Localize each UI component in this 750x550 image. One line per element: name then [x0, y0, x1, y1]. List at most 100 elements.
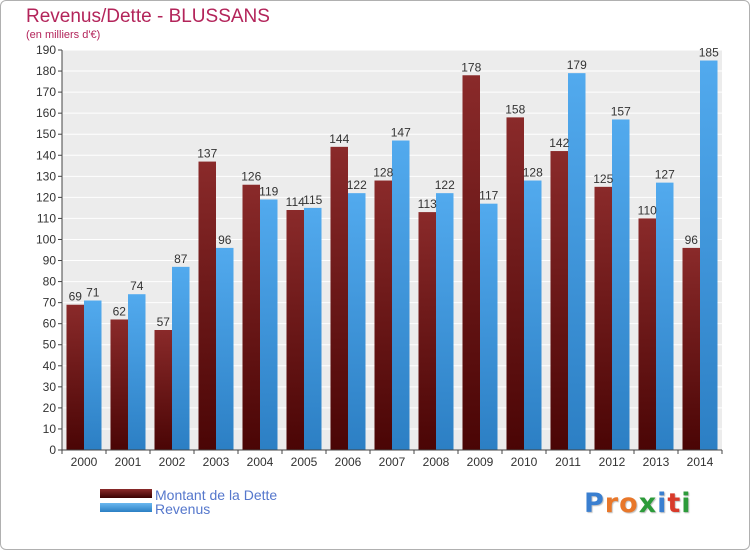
data-label: 74: [130, 279, 144, 293]
x-tick-label: 2008: [423, 455, 450, 469]
y-tick-label: 160: [36, 106, 56, 120]
x-tick-label: 2006: [335, 455, 362, 469]
y-tick-label: 130: [36, 169, 56, 183]
bar-revenus: [700, 60, 718, 451]
y-tick-label: 40: [43, 359, 57, 373]
data-label: 62: [113, 304, 127, 318]
legend-label-revenus: Revenus: [155, 501, 211, 517]
bar-revenus: [260, 199, 278, 450]
x-tick-label: 2014: [687, 455, 714, 469]
data-label: 127: [655, 168, 675, 182]
bar-revenus: [348, 193, 366, 450]
data-label: 96: [218, 233, 232, 247]
logo-letter: t: [667, 488, 682, 519]
x-tick-label: 2012: [599, 455, 626, 469]
data-label: 157: [611, 104, 631, 118]
bar-dette: [374, 180, 392, 451]
y-tick-label: 50: [43, 338, 57, 352]
logo-letter: o: [619, 488, 639, 519]
bar-revenus: [128, 294, 146, 450]
logo-letter: i: [657, 488, 668, 519]
bar-revenus: [84, 300, 102, 450]
data-label: 128: [523, 166, 543, 180]
y-tick-label: 0: [49, 443, 56, 457]
y-tick-label: 140: [36, 148, 56, 162]
y-tick-label: 170: [36, 85, 56, 99]
bar-dette: [286, 210, 304, 450]
legend-label-dette: Montant de la Dette: [155, 487, 278, 503]
data-label: 126: [241, 170, 261, 184]
bar-revenus: [524, 180, 542, 451]
bar-dette: [418, 212, 436, 450]
data-label: 69: [69, 290, 83, 304]
data-label: 57: [157, 315, 171, 329]
y-tick-label: 190: [36, 43, 56, 57]
data-label: 179: [567, 58, 587, 72]
data-label: 144: [329, 132, 349, 146]
data-label: 178: [461, 60, 481, 74]
x-tick-label: 2004: [247, 455, 274, 469]
bar-dette: [462, 75, 480, 451]
bar-revenus: [172, 266, 190, 450]
bar-revenus: [568, 73, 586, 450]
data-label: 96: [685, 233, 699, 247]
bar-revenus: [612, 119, 630, 450]
y-tick-label: 10: [43, 422, 57, 436]
logo-letter: P: [584, 488, 605, 519]
x-tick-label: 2013: [643, 455, 670, 469]
bar-dette: [506, 117, 524, 451]
bar-revenus: [436, 193, 454, 450]
logo-letter: x: [638, 488, 658, 519]
x-tick-label: 2007: [379, 455, 406, 469]
x-tick-label: 2009: [467, 455, 494, 469]
x-tick-label: 2005: [291, 455, 318, 469]
data-label: 114: [286, 195, 305, 209]
y-tick-label: 150: [36, 127, 56, 141]
bar-revenus: [656, 182, 674, 450]
bar-dette: [550, 151, 568, 451]
bar-revenus: [216, 247, 234, 450]
bar-revenus: [304, 207, 322, 450]
bar-revenus: [480, 203, 498, 450]
data-label: 185: [699, 46, 719, 60]
bar-revenus: [392, 140, 410, 451]
data-label: 71: [86, 286, 100, 300]
data-label: 125: [593, 172, 613, 186]
data-label: 122: [435, 178, 455, 192]
bar-dette: [110, 319, 128, 450]
proxiti-logo: Proxiti: [584, 488, 692, 519]
bar-dette: [682, 247, 700, 450]
y-tick-label: 110: [37, 211, 56, 225]
y-tick-label: 20: [43, 401, 57, 415]
x-tick-label: 2003: [203, 455, 230, 469]
y-tick-label: 100: [36, 232, 56, 246]
data-label: 128: [373, 166, 393, 180]
x-tick-label: 2010: [511, 455, 538, 469]
bar-dette: [330, 146, 348, 450]
x-tick-label: 2011: [555, 455, 581, 469]
chart-title: Revenus/Dette - BLUSSANS: [26, 6, 270, 27]
x-tick-label: 2002: [159, 455, 186, 469]
bar-dette: [198, 161, 216, 450]
data-label: 158: [505, 102, 525, 116]
y-tick-label: 60: [43, 317, 57, 331]
y-tick-label: 70: [43, 296, 57, 310]
y-tick-label: 80: [43, 275, 57, 289]
data-label: 110: [638, 203, 657, 217]
y-tick-label: 120: [36, 190, 56, 204]
data-label: 119: [259, 184, 278, 198]
chart-subtitle: (en milliers d'€): [26, 29, 101, 41]
legend-swatch-revenus: [100, 503, 152, 512]
x-tick-label: 2000: [71, 455, 98, 469]
data-label: 137: [197, 147, 217, 161]
bar-dette: [638, 218, 656, 450]
data-label: 115: [303, 193, 322, 207]
y-tick-label: 30: [43, 380, 57, 394]
data-label: 87: [174, 252, 188, 266]
bar-dette: [594, 186, 612, 450]
legend-swatch-dette: [100, 489, 152, 498]
bar-dette: [66, 304, 84, 450]
data-label: 117: [479, 189, 498, 203]
data-label: 113: [418, 197, 437, 211]
